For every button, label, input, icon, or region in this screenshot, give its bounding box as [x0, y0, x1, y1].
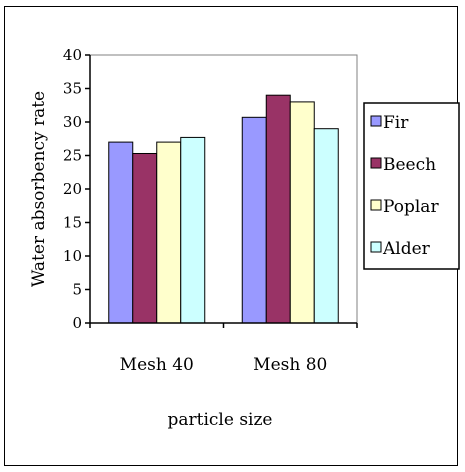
x-axis-label: particle size	[167, 410, 272, 430]
y-axis-label: Water absorbency rate	[29, 91, 49, 287]
legend-swatch-beech	[370, 157, 382, 169]
legend-label-beech: Beech	[383, 155, 436, 175]
y-tick-label: 40	[63, 46, 82, 64]
bar-beech-1	[265, 94, 291, 324]
bar-fir-0	[108, 141, 134, 324]
legend-swatch-poplar	[370, 199, 382, 211]
legend-label-alder: Alder	[382, 239, 431, 259]
y-tick-label: 20	[63, 180, 82, 198]
y-tick-label: 25	[63, 147, 82, 165]
y-ticks-group: 0 5 10 15 20 25 30 35 40	[63, 46, 90, 332]
y-tick-label: 0	[72, 314, 82, 332]
y-tick-label: 30	[63, 113, 82, 131]
y-tick-label: 15	[63, 214, 82, 232]
legend-swatch-alder	[370, 241, 382, 253]
legend-label-fir: Fir	[383, 113, 409, 133]
y-tick-label: 5	[72, 281, 82, 299]
bar-poplar-0	[156, 141, 182, 324]
x-categories-group: Mesh 40 Mesh 80	[89, 323, 358, 375]
bar-alder-0	[180, 136, 206, 324]
legend-label-poplar: Poplar	[383, 197, 439, 217]
legend-box	[363, 102, 460, 270]
legend-swatch-fir	[370, 115, 382, 127]
y-tick-label: 10	[63, 247, 82, 265]
x-category-label: Mesh 40	[120, 355, 194, 375]
x-category-label: Mesh 80	[253, 355, 327, 375]
y-tick-label: 35	[63, 80, 82, 98]
bar-poplar-1	[289, 101, 315, 324]
legend-group: Fir Beech Poplar Alder	[370, 113, 439, 259]
bar-beech-0	[132, 152, 158, 324]
bars-group	[108, 94, 339, 324]
bar-fir-1	[241, 116, 267, 324]
bar-alder-1	[313, 128, 339, 324]
